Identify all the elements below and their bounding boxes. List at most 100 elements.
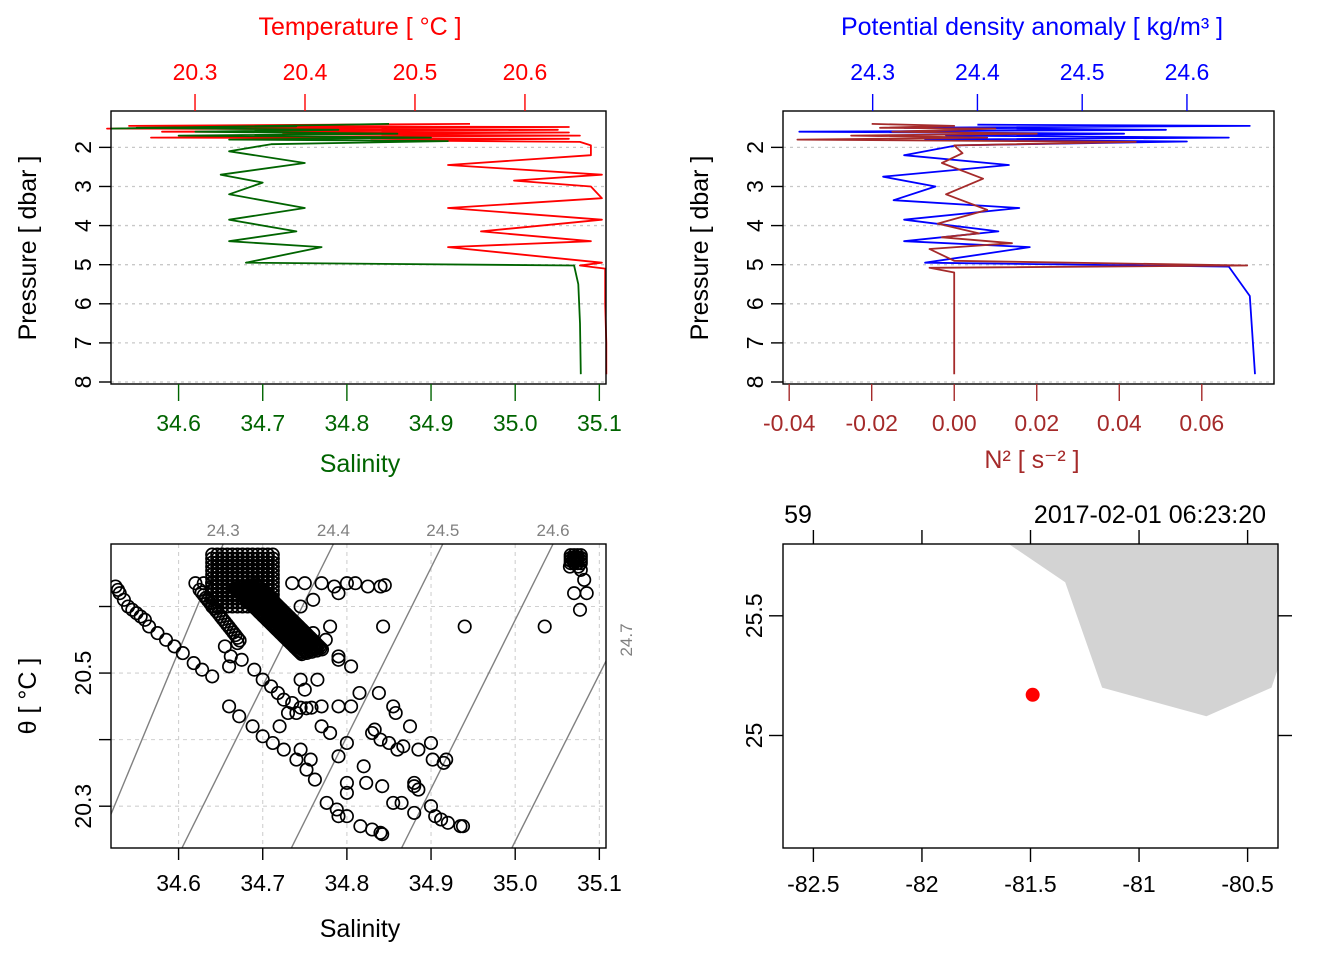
ts-point xyxy=(255,672,270,687)
salinity-tick-label: 35.1 xyxy=(577,870,622,896)
longitude-tick-label: -82 xyxy=(905,871,938,897)
isopycnal-line xyxy=(181,544,335,848)
ts-point xyxy=(411,742,426,757)
bottom-axis-tick-label: -0.04 xyxy=(763,410,816,436)
ts-point xyxy=(331,749,346,764)
ts-point xyxy=(331,586,346,601)
ts-point xyxy=(352,685,367,701)
pressure-tick-label: 6 xyxy=(742,297,768,310)
salinity-axis-title: Salinity xyxy=(320,450,401,478)
ts-point xyxy=(407,779,422,794)
ts-point xyxy=(319,795,334,810)
top-axis-tick-label: 24.5 xyxy=(1060,59,1105,85)
ts-point xyxy=(353,819,368,834)
ts-point xyxy=(150,626,165,641)
ts-point xyxy=(195,662,210,677)
top-axis-tick-label: 20.3 xyxy=(173,59,218,85)
ts-point xyxy=(396,739,411,754)
theta-tick-label: 20.3 xyxy=(70,784,96,829)
top-axis-tick-label: 24.3 xyxy=(850,59,895,85)
ts-point xyxy=(304,700,319,715)
top-axis-tick-label: 20.4 xyxy=(283,59,328,85)
theta-axis: 20.3 20.5 xyxy=(70,605,111,829)
top-axis-tick-label: 24.6 xyxy=(1165,59,1210,85)
salinity-tick-label: 34.9 xyxy=(409,870,454,896)
isopycnal-labels: 24.3 24.4 24.5 24.6 24.7 xyxy=(207,521,636,657)
longitude-tick-label: -81.5 xyxy=(1004,871,1056,897)
ts-point xyxy=(394,795,409,810)
bottom-axis-tick-label: 0.00 xyxy=(932,410,977,436)
ts-point xyxy=(297,576,312,591)
ts-point-cluster xyxy=(304,644,319,659)
ts-point xyxy=(411,782,426,797)
ts-point xyxy=(365,725,380,741)
station-id-label: 59 xyxy=(784,501,812,529)
ts-point xyxy=(348,576,363,591)
pressure-tick-label: 4 xyxy=(742,219,768,232)
isopycnal-lines xyxy=(111,544,606,848)
ts-point xyxy=(344,699,359,714)
longitude-tick-label: -82.5 xyxy=(787,871,839,897)
ts-point xyxy=(247,662,262,677)
ts-point xyxy=(375,779,390,794)
ts-point xyxy=(339,809,354,824)
ts-point xyxy=(331,649,346,664)
ts-point xyxy=(331,809,346,824)
isopycnal-line xyxy=(400,544,554,848)
theta-axis-title: θ [ °C ] xyxy=(14,658,42,735)
ts-point xyxy=(571,559,586,574)
series-line-salinity xyxy=(110,123,582,375)
ts-point xyxy=(356,759,371,774)
top-axis-tick-label: 24.4 xyxy=(955,59,1000,85)
series-line-temperature xyxy=(106,123,608,375)
pressure-tick-label: 5 xyxy=(742,258,768,271)
ts-point xyxy=(339,576,354,591)
ts-point xyxy=(293,599,308,614)
density-n2-profile-panel: 2 3 4 5 6 7 8 24.3 24.4 24.5 24.6 -0.04 -0.02 0.00 0… xyxy=(686,13,1275,474)
ts-point xyxy=(407,805,422,820)
salinity-tick-label: 34.7 xyxy=(240,870,285,896)
ts-point xyxy=(297,682,312,697)
pressure-tick-label: 7 xyxy=(742,336,768,349)
bottom-axis-tick-label: 0.02 xyxy=(1014,410,1059,436)
ts-point xyxy=(323,619,338,634)
ts-point-cluster xyxy=(314,642,330,657)
salinity-tick-label: 35.0 xyxy=(493,870,538,896)
isopycnal-label: 24.4 xyxy=(317,521,350,540)
ts-point xyxy=(158,632,174,647)
pressure-tick-label: 8 xyxy=(70,376,96,389)
ts-point-cluster xyxy=(299,645,314,661)
ts-point xyxy=(360,579,375,594)
ts-point xyxy=(375,827,390,842)
pressure-tick-label: 7 xyxy=(70,336,96,349)
ts-point-cluster xyxy=(230,630,245,645)
ts-point xyxy=(377,578,392,593)
ts-point xyxy=(255,729,270,744)
ts-point xyxy=(167,639,182,654)
ts-point xyxy=(314,576,329,591)
density-axis-title: Potential density anomaly [ kg/m³ ] xyxy=(841,13,1223,41)
ts-point xyxy=(222,699,237,714)
ts-point xyxy=(310,672,325,687)
ts-point xyxy=(205,576,220,591)
ts-point xyxy=(230,636,245,651)
longitude-axis: -82.5 -82 -81.5 -81 -80.5 xyxy=(787,530,1274,897)
station-map-panel: -82.5 -82 -81.5 -81 -80.5 25 25.5 59 2017-02-… xyxy=(741,501,1292,897)
ts-point xyxy=(434,812,449,827)
pressure-tick-label: 2 xyxy=(742,141,768,154)
ts-point xyxy=(371,685,386,701)
station-marker[interactable] xyxy=(1025,687,1040,702)
profile-series xyxy=(796,123,1256,375)
isopycnal-label: 24.7 xyxy=(617,623,636,656)
ts-point xyxy=(293,742,308,757)
bottom-axis-tick-label: 0.04 xyxy=(1097,410,1142,436)
n2-axis-title: N² [ s⁻² ] xyxy=(984,446,1079,474)
ts-point xyxy=(323,725,338,741)
series-line-n2 xyxy=(796,123,1249,375)
ts-point xyxy=(376,619,391,634)
station-time-label: 2017-02-01 06:23:20 xyxy=(1034,501,1266,529)
density-axis: 24.3 24.4 24.5 24.6 xyxy=(850,59,1209,111)
ts-point xyxy=(289,705,304,721)
ts-point xyxy=(579,586,594,601)
ts-point xyxy=(121,599,136,614)
